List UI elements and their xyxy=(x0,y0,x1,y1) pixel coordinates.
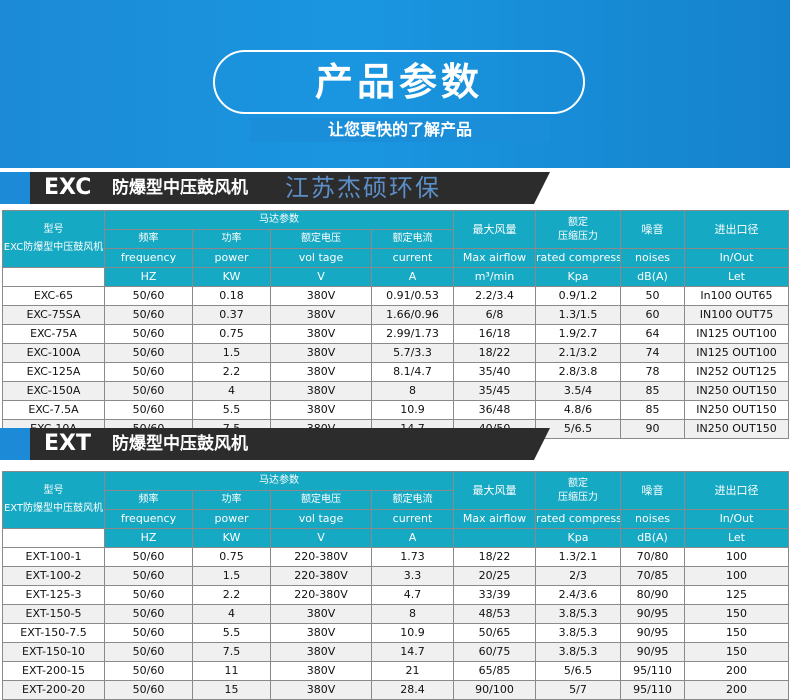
table-row: EXC-125A 50/60 2.2 380V 8.1/4.7 35/40 2.8/3.8 7… xyxy=(2,362,789,382)
banner: 产品参数 让您更快的了解产品 xyxy=(0,0,790,168)
pressure-header: 额定 压缩压力 xyxy=(535,471,621,510)
table-row: EXT-150-7.5 50/60 5.5 380V 10.9 50/65 3.8/5.3 9… xyxy=(2,623,789,643)
table-row: EXC-65 50/60 0.18 380V 0.91/0.53 2.2/3.4 0.9/1… xyxy=(2,286,789,306)
section-code: EXT xyxy=(44,431,91,456)
table-row: EXC-100A 50/60 1.5 380V 5.7/3.3 18/22 2.1/3.2 7… xyxy=(2,343,789,363)
pressure-header: 额定 压缩压力 xyxy=(535,210,621,249)
section-header-ext: EXT 防爆型中压鼓风机 xyxy=(0,428,790,460)
header-row: 型号 EXT防爆型中压鼓风机 马达参数 最大风量 额定 压缩压力 噪音 进出口径 xyxy=(2,471,789,529)
table-row: EXT-200-15 50/60 11 380V 21 65/85 5/6.5 95/110 2… xyxy=(2,661,789,681)
io-header: 进出口径 xyxy=(684,471,789,510)
title-pill: 产品参数 xyxy=(213,50,585,114)
header-row-cn: 频率 功率 额定电压 额定电流 xyxy=(3,229,789,249)
section-accent xyxy=(0,172,30,204)
section-code: EXC xyxy=(44,175,92,200)
table-row: EXT-100-2 50/60 1.5 220-380V 3.3 20/25 2/3 70/8… xyxy=(2,566,789,586)
table-row: EXT-150-10 50/60 7.5 380V 14.7 60/75 3.8/5.3 90… xyxy=(2,642,789,662)
io-header: 进出口径 xyxy=(684,210,789,249)
section-bar xyxy=(0,428,534,460)
table-row: EXC-150A 50/60 4 380V 8 35/45 3.5/4 85 IN250 OUT… xyxy=(2,381,789,401)
airflow-header: 最大风量 xyxy=(453,471,536,510)
header-row-cn: 频率 功率 额定电压 额定电流 xyxy=(3,490,789,510)
section-name: 防爆型中压鼓风机 xyxy=(112,178,248,198)
table-row: EXC-75SA 50/60 0.37 380V 1.66/0.96 6/8 1.3/1.5… xyxy=(2,305,789,325)
exc-table-body: EXC-65 50/60 0.18 380V 0.91/0.53 2.2/3.4 0.9/1… xyxy=(2,286,789,439)
brand-watermark: 江苏杰硕环保 xyxy=(285,174,441,202)
table-row: EXT-100-1 50/60 0.75 220-380V 1.73 18/22 1.3/2… xyxy=(2,547,789,567)
table-row: EXT-200-20 50/60 15 380V 28.4 90/100 5/7 95/110… xyxy=(2,680,789,700)
noise-header: 噪音 xyxy=(620,471,685,510)
motor-params-header: 马达参数 xyxy=(104,471,454,491)
spec-table-ext: 型号 EXT防爆型中压鼓风机 马达参数 最大风量 额定 压缩压力 噪音 进出口径… xyxy=(2,471,789,700)
model-header: 型号 EXC防爆型中压鼓风机 xyxy=(2,210,105,268)
noise-header: 噪音 xyxy=(620,210,685,249)
page-subtitle: 让您更快的了解产品 xyxy=(327,120,472,139)
header-row: 型号 EXC防爆型中压鼓风机 马达参数 最大风量 额定 压缩压力 噪音 进出口径 xyxy=(2,210,789,268)
header-row-en: frequency power vol tage current Max air… xyxy=(3,509,789,529)
table-row: EXC-7.5A 50/60 5.5 380V 10.9 36/48 4.8/6 85 IN25… xyxy=(2,400,789,420)
motor-params-header: 马达参数 xyxy=(104,210,454,230)
spec-table-exc: 型号 EXC防爆型中压鼓风机 马达参数 最大风量 额定 压缩压力 噪音 进出口径… xyxy=(2,210,789,439)
table-row: EXC-75A 50/60 0.75 380V 2.99/1.73 16/18 1.9/2.… xyxy=(2,324,789,344)
section-tab xyxy=(534,428,550,460)
airflow-header: 最大风量 xyxy=(453,210,536,249)
header-row-unit: HZ KW V A m³/min Kpa dB(A) Let xyxy=(2,267,789,287)
page-title: 产品参数 xyxy=(314,60,483,104)
table-row: EXT-125-3 50/60 2.2 220-380V 4.7 33/39 2.4/3.6… xyxy=(2,585,789,605)
section-accent xyxy=(0,428,30,460)
table-row: EXT-150-5 50/60 4 380V 8 48/53 3.8/5.3 90/95 150 xyxy=(2,604,789,624)
section-name: 防爆型中压鼓风机 xyxy=(112,434,248,454)
header-row-unit: HZ KW V A Kpa dB(A) Let xyxy=(2,528,789,548)
section-header-exc: EXC 防爆型中压鼓风机 江苏杰硕环保 xyxy=(0,172,790,204)
subtitle-wrap: 让您更快的了解产品 xyxy=(250,118,550,142)
section-tab xyxy=(534,172,550,204)
section-bar xyxy=(0,172,534,204)
header-row-en: frequency power vol tage current Max air… xyxy=(3,248,789,268)
model-header: 型号 EXT防爆型中压鼓风机 xyxy=(2,471,105,529)
ext-table-body: EXT-100-1 50/60 0.75 220-380V 1.73 18/22 1.3/2… xyxy=(2,547,789,700)
